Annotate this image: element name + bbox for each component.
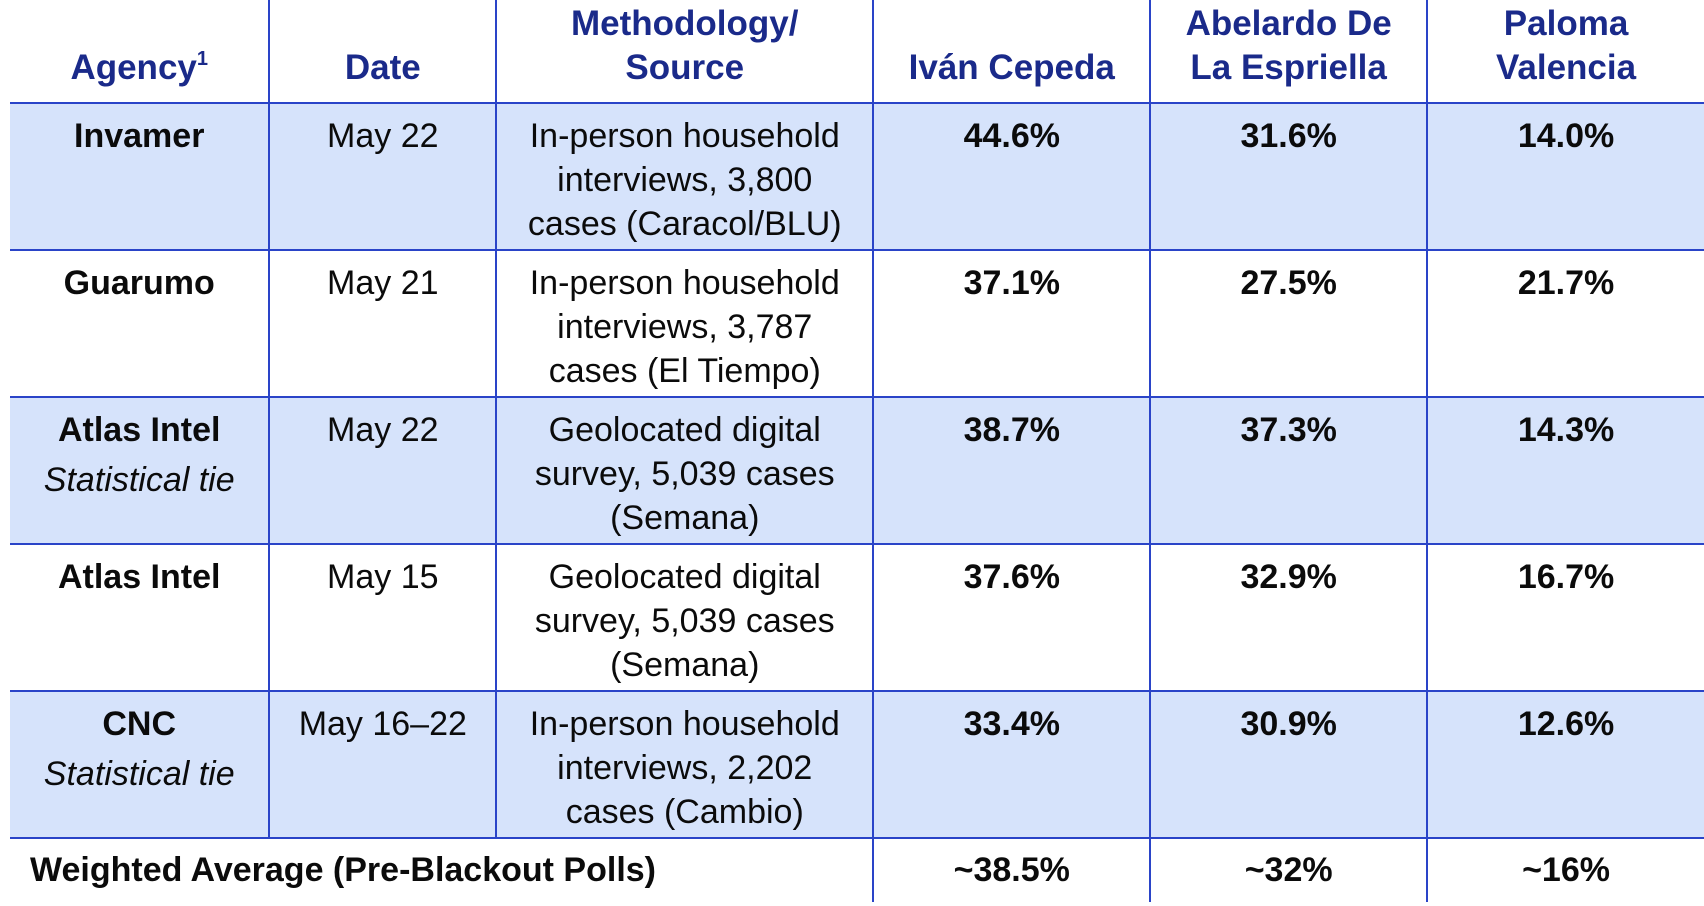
espriella-average: ~32% — [1149, 838, 1428, 902]
methodology-cell: In-person household interviews, 3,787 ca… — [495, 250, 874, 398]
table-row: CNC Statistical tie May 16–22 In-person h… — [10, 691, 1704, 839]
cepeda-value: 38.7% — [872, 397, 1151, 545]
cepeda-value: 37.1% — [872, 250, 1151, 398]
agency-cell: CNC Statistical tie — [10, 691, 270, 839]
date-cell: May 22 — [268, 103, 497, 251]
cepeda-average: ~38.5% — [872, 838, 1151, 902]
valencia-average: ~16% — [1426, 838, 1704, 902]
agency-name: Atlas Intel — [57, 558, 221, 596]
agency-name: Guarumo — [63, 264, 215, 302]
valencia-value: 12.6% — [1426, 691, 1704, 839]
agency-name: Invamer — [74, 117, 205, 155]
table-body: Invamer May 22 In-person household inter… — [10, 103, 1704, 902]
header-date: Date — [268, 0, 497, 104]
espriella-value: 32.9% — [1149, 544, 1428, 692]
agency-note: Statistical tie — [43, 461, 235, 499]
agency-cell: Invamer — [10, 103, 270, 251]
footnote-marker: 1 — [196, 48, 208, 70]
weighted-average-row: Weighted Average (Pre-Blackout Polls) ~3… — [10, 838, 1704, 902]
date-cell: May 16–22 — [268, 691, 497, 839]
date-cell: May 15 — [268, 544, 497, 692]
header-ivan-cepeda: Iván Cepeda — [872, 0, 1151, 104]
table-header: Agency1 Date Methodology/Source Iván Cep… — [10, 0, 1704, 104]
agency-cell: Atlas Intel Statistical tie — [10, 397, 270, 545]
agency-name: CNC — [102, 705, 177, 743]
agency-note: Statistical tie — [43, 755, 235, 793]
espriella-value: 31.6% — [1149, 103, 1428, 251]
table-row: Guarumo May 21 In-person household inter… — [10, 250, 1704, 398]
cepeda-value: 37.6% — [872, 544, 1151, 692]
header-abelardo-de-la-espriella: Abelardo De La Espriella — [1149, 0, 1428, 104]
espriella-value: 37.3% — [1149, 397, 1428, 545]
date-cell: May 21 — [268, 250, 497, 398]
valencia-value: 16.7% — [1426, 544, 1704, 692]
valencia-value: 14.0% — [1426, 103, 1704, 251]
methodology-cell: Geolocated digital survey, 5,039 cases (… — [495, 397, 874, 545]
date-cell: May 22 — [268, 397, 497, 545]
header-row: Agency1 Date Methodology/Source Iván Cep… — [10, 0, 1704, 104]
cepeda-value: 33.4% — [872, 691, 1151, 839]
header-paloma-valencia: Paloma Valencia — [1426, 0, 1704, 104]
poll-table: Agency1 Date Methodology/Source Iván Cep… — [10, 0, 1704, 902]
espriella-value: 30.9% — [1149, 691, 1428, 839]
valencia-value: 21.7% — [1426, 250, 1704, 398]
table-row: Invamer May 22 In-person household inter… — [10, 103, 1704, 251]
espriella-value: 27.5% — [1149, 250, 1428, 398]
agency-cell: Guarumo — [10, 250, 270, 398]
methodology-cell: Geolocated digital survey, 5,039 cases (… — [495, 544, 874, 692]
table-row: Atlas Intel May 15 Geolocated digital su… — [10, 544, 1704, 692]
valencia-value: 14.3% — [1426, 397, 1704, 545]
methodology-cell: In-person household interviews, 2,202 ca… — [495, 691, 874, 839]
weighted-average-label: Weighted Average (Pre-Blackout Polls) — [30, 851, 656, 889]
table-row: Atlas Intel Statistical tie May 22 Geoloc… — [10, 397, 1704, 545]
header-methodology: Methodology/Source — [495, 0, 874, 104]
header-agency: Agency1 — [10, 0, 270, 104]
agency-cell: Atlas Intel — [10, 544, 270, 692]
cepeda-value: 44.6% — [872, 103, 1151, 251]
methodology-cell: In-person household interviews, 3,800 ca… — [495, 103, 874, 251]
agency-name: Atlas Intel — [57, 411, 221, 449]
